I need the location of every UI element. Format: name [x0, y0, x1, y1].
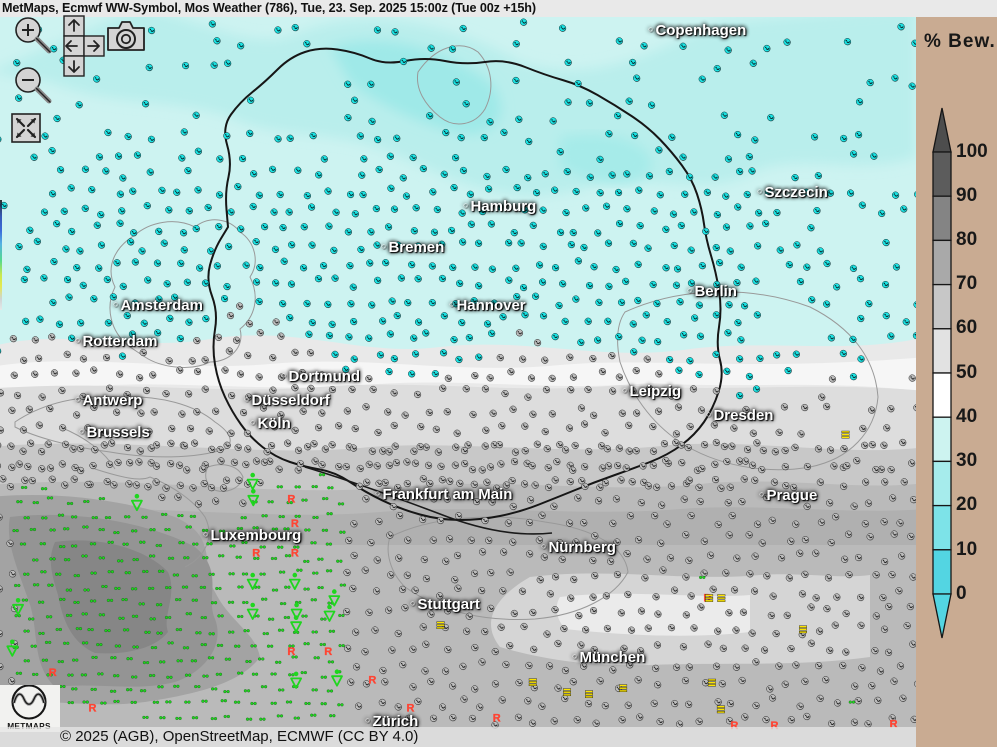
- svg-text:60: 60: [956, 317, 977, 338]
- svg-text:20: 20: [956, 494, 977, 515]
- svg-text:30: 30: [956, 450, 977, 471]
- svg-text:80: 80: [956, 229, 977, 250]
- svg-text:70: 70: [956, 273, 977, 294]
- svg-text:10: 10: [956, 539, 977, 560]
- svg-text:50: 50: [956, 362, 977, 383]
- svg-text:40: 40: [956, 406, 977, 427]
- svg-text:100: 100: [956, 141, 988, 162]
- svg-text:90: 90: [956, 185, 977, 206]
- svg-text:0: 0: [956, 583, 967, 604]
